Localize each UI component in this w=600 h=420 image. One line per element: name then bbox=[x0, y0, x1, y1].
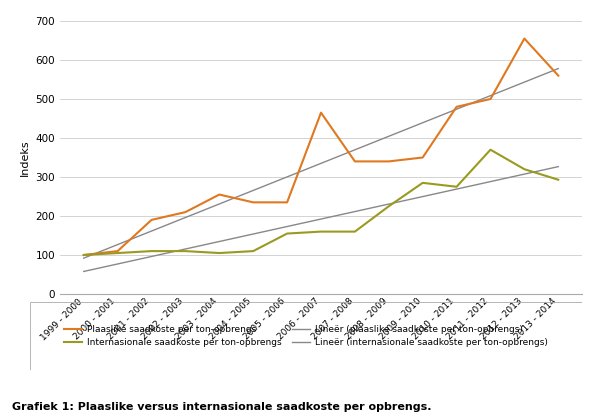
Legend: Plaaslike saadkoste per ton-opbrengs, Internasionale saadkoste per ton-opbrengs,: Plaaslike saadkoste per ton-opbrengs, In… bbox=[61, 322, 551, 350]
Text: Grafiek 1: Plaaslike versus internasionale saadkoste per opbrengs.: Grafiek 1: Plaaslike versus internasiona… bbox=[12, 402, 431, 412]
Y-axis label: Indeks: Indeks bbox=[20, 139, 30, 176]
